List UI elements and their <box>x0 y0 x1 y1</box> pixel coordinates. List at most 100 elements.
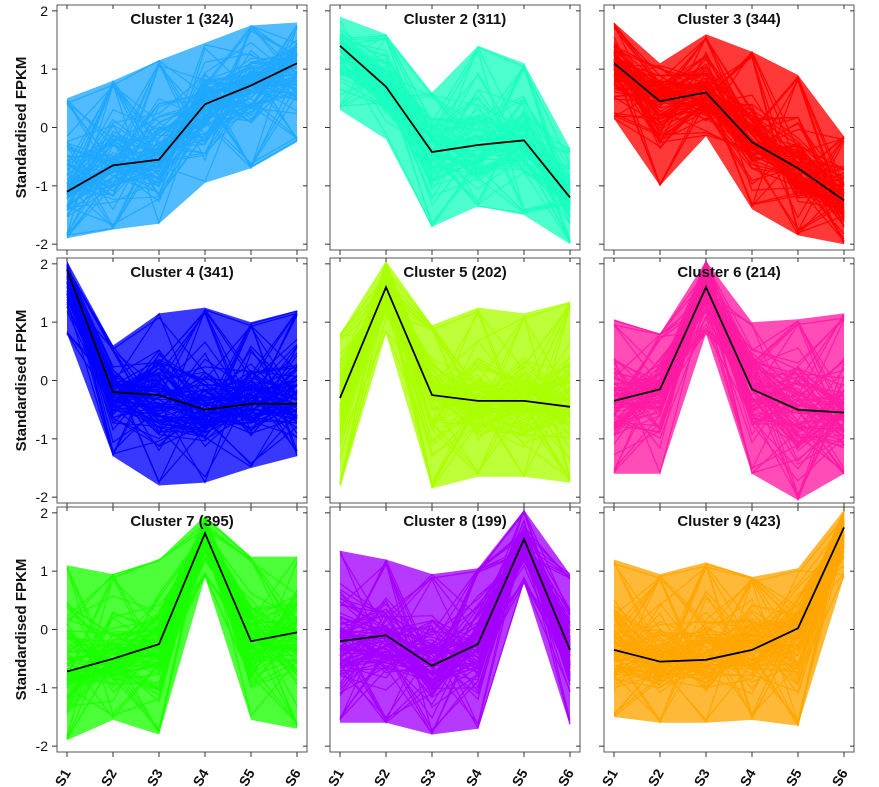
x-tick-label: S1 <box>324 766 347 787</box>
x-tick-label: S4 <box>462 766 485 787</box>
profile-line <box>66 53 298 176</box>
cluster-panel-7: Cluster 7 (395) -2 -1 0 1 2 S1 S2 S3 S4 S5 S6 Standa… <box>13 505 308 787</box>
profile-lines <box>339 16 571 245</box>
x-tick-label: S2 <box>644 766 667 787</box>
profile-line <box>339 44 571 242</box>
y-tick-label: 0 <box>40 373 48 389</box>
profile-line <box>613 259 845 422</box>
profile-line <box>613 523 845 666</box>
profile-line <box>339 556 571 668</box>
cluster-panel-5: Cluster 5 (202) <box>325 257 581 508</box>
y-axis-title: Standardised FPKM <box>13 57 30 199</box>
y-tick-label: -1 <box>36 431 49 447</box>
x-tick-label: S5 <box>235 766 258 787</box>
profile-line <box>339 45 571 218</box>
profile-line <box>613 534 845 676</box>
profile-line <box>613 60 845 185</box>
cluster-panel-8: Cluster 8 (199) S1 S2 S3 S4 S5 S6 <box>324 506 581 787</box>
profile-lines <box>66 515 298 741</box>
profile-lines <box>339 259 571 490</box>
profile-line <box>613 79 845 212</box>
profile-line <box>339 526 571 687</box>
x-tick-label: S2 <box>97 766 120 787</box>
panel-title: Cluster 4 (341) <box>130 264 233 281</box>
profile-line <box>66 49 298 196</box>
profile-line <box>613 68 845 197</box>
profile-line <box>613 287 845 418</box>
mean-profile-line <box>613 62 845 202</box>
panel-title: Cluster 2 (311) <box>404 11 507 28</box>
profile-line <box>339 539 571 681</box>
x-tick-label: S5 <box>508 766 531 787</box>
x-tick-label: S1 <box>51 766 74 787</box>
profile-line <box>66 97 298 199</box>
profile-line <box>613 304 845 444</box>
profile-line <box>66 273 298 434</box>
profile-line <box>66 79 298 235</box>
profile-line <box>66 82 298 179</box>
profile-line <box>66 60 298 228</box>
cluster-panel-4: Cluster 4 (341) -2 -1 0 1 2 Standardised FPKM <box>13 256 308 508</box>
profile-line <box>66 292 298 424</box>
profile-line <box>613 78 845 177</box>
profile-line <box>613 541 845 721</box>
profile-line <box>613 55 845 206</box>
y-tick-label: -1 <box>36 680 49 696</box>
mean-profile-line <box>66 530 298 673</box>
profile-line <box>339 304 571 443</box>
profile-line <box>339 530 571 694</box>
y-tick-label: -2 <box>36 236 49 252</box>
profile-line <box>613 71 845 199</box>
profile-line <box>339 329 571 447</box>
profile-line <box>339 72 571 227</box>
panel-title: Cluster 6 (214) <box>677 264 780 281</box>
y-tick-label: 1 <box>40 563 48 579</box>
profile-line <box>339 282 571 480</box>
profile-line <box>339 33 571 205</box>
profile-line <box>613 532 845 717</box>
y-tick-label: 2 <box>40 505 48 521</box>
profile-line <box>66 533 298 680</box>
cluster-panel-3: Cluster 3 (344) <box>599 4 855 255</box>
profile-line <box>339 36 571 193</box>
mean-profile-line <box>339 536 571 667</box>
profile-line <box>66 75 298 225</box>
y-tick-label: 2 <box>40 256 48 272</box>
profile-line <box>66 93 298 193</box>
y-tick-label: 0 <box>40 622 48 638</box>
profile-line <box>66 267 298 416</box>
x-tick-label: S4 <box>736 766 759 787</box>
profile-line <box>66 292 298 448</box>
profile-line <box>339 43 571 205</box>
profile-line <box>66 530 298 678</box>
profile-line <box>339 581 571 675</box>
panel-title: Cluster 9 (423) <box>677 513 780 530</box>
panel-title: Cluster 5 (202) <box>403 264 506 281</box>
profile-line <box>66 528 298 737</box>
profile-line <box>339 287 571 428</box>
y-axis-title: Standardised FPKM <box>13 559 30 701</box>
profile-line <box>339 534 571 731</box>
profile-line <box>613 264 845 423</box>
profile-line <box>66 523 298 625</box>
profile-line <box>613 289 845 469</box>
x-tick-label: S6 <box>554 766 577 787</box>
mean-profile-line <box>613 527 845 663</box>
mean-profile-line <box>339 45 571 199</box>
profile-line <box>613 329 845 475</box>
y-axis-title: Standardised FPKM <box>13 310 30 452</box>
profile-line <box>339 529 571 614</box>
y-tick-label: -2 <box>36 489 49 505</box>
cluster-panel-2: Cluster 2 (311) <box>325 4 581 255</box>
profile-line <box>613 83 845 191</box>
y-tick-label: 0 <box>40 120 48 136</box>
profile-line <box>66 541 298 672</box>
profile-line <box>613 542 845 722</box>
profile-line <box>613 51 845 194</box>
x-tick-label: S6 <box>828 766 851 787</box>
profile-line <box>66 299 298 434</box>
profile-line <box>613 35 845 170</box>
x-tick-label: S4 <box>189 766 212 787</box>
profile-line <box>66 269 298 437</box>
profile-line <box>66 61 298 236</box>
